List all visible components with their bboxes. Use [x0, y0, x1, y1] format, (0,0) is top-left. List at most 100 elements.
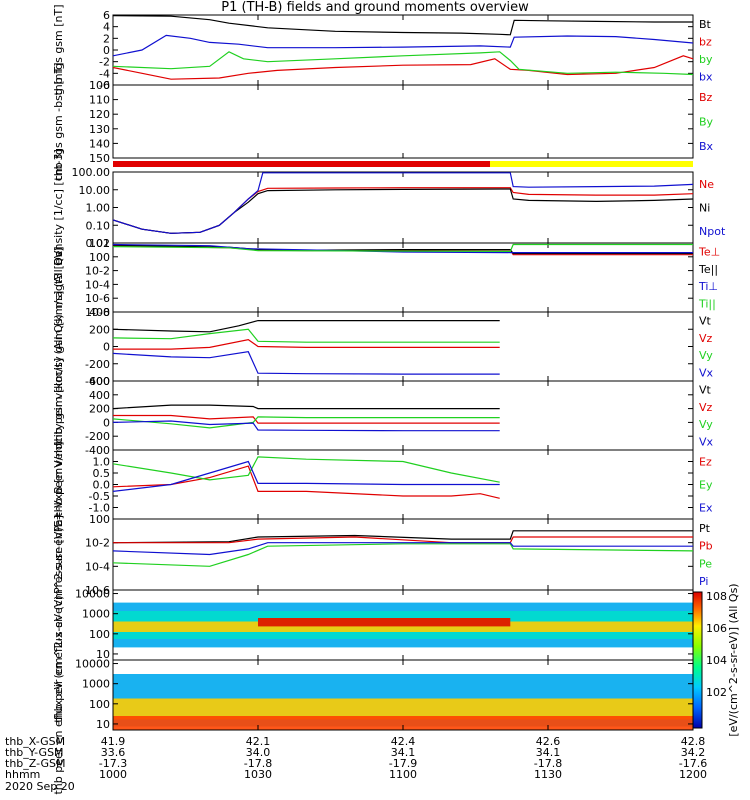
panel-frame — [112, 380, 694, 451]
y-axis-label: thb peer en eflux eV (cm^2-s-sr-eV) — [52, 595, 65, 794]
series-line-Vx — [112, 351, 500, 375]
series-line-Ne — [112, 187, 694, 234]
y-tick-label: 100 — [89, 79, 110, 92]
colorbar-tick: 106 — [706, 622, 727, 635]
ephemeris-value: -17.6 — [679, 757, 707, 770]
spectrogram-image — [113, 660, 693, 730]
panel-density: 100.00 10.00 1.00 0.10 0.01 Density [1/cc] [c… — [52, 149, 726, 266]
legend-Vt: Vt — [699, 315, 712, 328]
y-tick-label: 102 — [89, 237, 110, 250]
series-line-Bt — [112, 15, 693, 36]
y-tick-label: -4 — [99, 67, 110, 80]
legend-Vx: Vx — [699, 366, 714, 379]
page-title: P1 (TH-B) fields and ground moments over… — [221, 0, 529, 15]
y-axis-label: thb peer velocity gsm [km/s] (All Qs) — [52, 314, 65, 516]
y-tick-label: 10-4 — [85, 560, 110, 573]
y-tick-label: 1000 — [82, 608, 110, 621]
colorbar-gradient — [692, 591, 703, 729]
legend-Pt: Pt — [699, 522, 711, 535]
y-tick-label: 100 — [89, 698, 110, 711]
ephemeris-value: 34.2 — [681, 746, 706, 759]
y-tick-label: 100.00 — [72, 166, 111, 179]
y-tick-label: 0 — [103, 416, 110, 429]
series-line-Ti⊥ — [112, 243, 693, 254]
ephemeris-value: -17.8 — [244, 757, 272, 770]
legend-Bx: Bx — [699, 140, 714, 153]
legend-Vy: Vy — [699, 349, 713, 362]
ephemeris-value: 1100 — [389, 768, 417, 781]
y-axis-label: magt3 [eV] — [52, 246, 65, 308]
ephemeris-label: hhmm — [5, 768, 40, 781]
y-tick-label: 400 — [89, 389, 110, 402]
y-tick-label: 0.0 — [93, 479, 111, 492]
y-tick-label: -1.0 — [89, 502, 110, 515]
series-line-Npot — [112, 172, 694, 234]
ephemeris-value: 1030 — [244, 768, 272, 781]
colorbar-tick: 104 — [706, 654, 727, 667]
series-line-Ey — [112, 456, 500, 483]
ephemeris-value: 1000 — [99, 768, 127, 781]
panel-pressure: 100 10-2 10-4 10-6 Pressure [nPa] Pt Pb Pe Pi — [52, 513, 713, 597]
panel-peer-spectrogram: 10000 1000 100 10 thb peer en eflux eV (cm^2… — [52, 595, 694, 795]
panel-frame — [112, 84, 694, 159]
legend-Bz: Bz — [699, 91, 713, 104]
y-tick-label: 100 — [89, 251, 110, 264]
colorbar-tick: 108 — [706, 590, 727, 603]
legend-Ne: Ne — [699, 178, 714, 191]
y-tick-label: 0 — [103, 341, 110, 354]
series-line-Vy — [112, 416, 500, 429]
ephemeris-value: 34.1 — [391, 746, 416, 759]
legend-Te⊥: Te⊥ — [698, 246, 720, 259]
y-tick-label: 10-2 — [85, 537, 110, 550]
ephemeris-value: -17.9 — [389, 757, 417, 770]
panel-frame — [112, 14, 694, 86]
colorbar: 108 106 104 102 [eV/(cm^2-s-sr-eV)] (All Qs) — [692, 583, 740, 737]
y-tick-label: 10000 — [75, 588, 110, 601]
legend-By: By — [699, 116, 714, 129]
series-line-by — [112, 51, 694, 76]
series-line-Pe — [112, 543, 694, 567]
y-tick-label: 10-6 — [85, 292, 110, 305]
y-tick-label: 100 — [89, 513, 110, 526]
legend-Pb: Pb — [699, 540, 713, 553]
y-axis-label: E=-VxB [mV/m] — [52, 442, 65, 528]
legend-Ti⊥: Ti⊥ — [698, 280, 718, 293]
y-axis-label: Pressure [nPa] — [52, 515, 65, 594]
ephemeris-value: 41.9 — [101, 735, 126, 748]
series-line-Ex — [112, 460, 500, 492]
ephemeris-value: 33.6 — [101, 746, 126, 759]
legend-Vx: Vx — [699, 435, 714, 448]
series-line-Ti|| — [112, 243, 693, 253]
ephemeris-label: thb_X-GSM — [5, 735, 65, 748]
legend-Te||: Te|| — [698, 263, 718, 276]
y-axis-label: thb peir velocity gsm [km/s] (All Qs) — [52, 247, 65, 446]
y-tick-label: 120 — [89, 108, 110, 121]
colorbar-label: [eV/(cm^2-s-sr-eV)] (All Qs) — [727, 583, 740, 736]
ephemeris-value: 42.6 — [536, 735, 561, 748]
ephemeris-value: 1130 — [534, 768, 562, 781]
ephemeris-value: 42.1 — [246, 735, 271, 748]
panel-e-field: 1.00.50.0-0.5-1.0 E=-VxB [mV/m] Ez Ey Ex — [52, 442, 713, 528]
y-tick-label: -0.5 — [89, 490, 110, 503]
y-tick-label: 100 — [89, 628, 110, 641]
legend-Bt: Bt — [699, 18, 712, 31]
y-tick-label: 0.01 — [86, 237, 111, 250]
series-line-Vt — [112, 320, 500, 333]
legend-Pe: Pe — [699, 557, 712, 570]
y-tick-label: -400 — [85, 444, 110, 457]
y-axis-label: thb peir en eflux eV (cm^2-s-sr-eV) — [52, 527, 65, 722]
legend-bx: bx — [699, 70, 713, 83]
y-tick-label: -2 — [99, 56, 110, 69]
legend-Vz: Vz — [699, 401, 713, 414]
ephemeris-value: 42.8 — [681, 735, 706, 748]
y-axis-label: thb fgs gsm [nT] — [52, 4, 65, 95]
panel-frame — [112, 311, 694, 382]
y-tick-label: -200 — [85, 358, 110, 371]
legend-bz: bz — [699, 35, 712, 48]
y-axis-label: Density [1/cc] [cm-3] — [52, 149, 65, 266]
ephemeris-value: 42.4 — [391, 735, 416, 748]
y-tick-label: 4 — [103, 21, 110, 34]
